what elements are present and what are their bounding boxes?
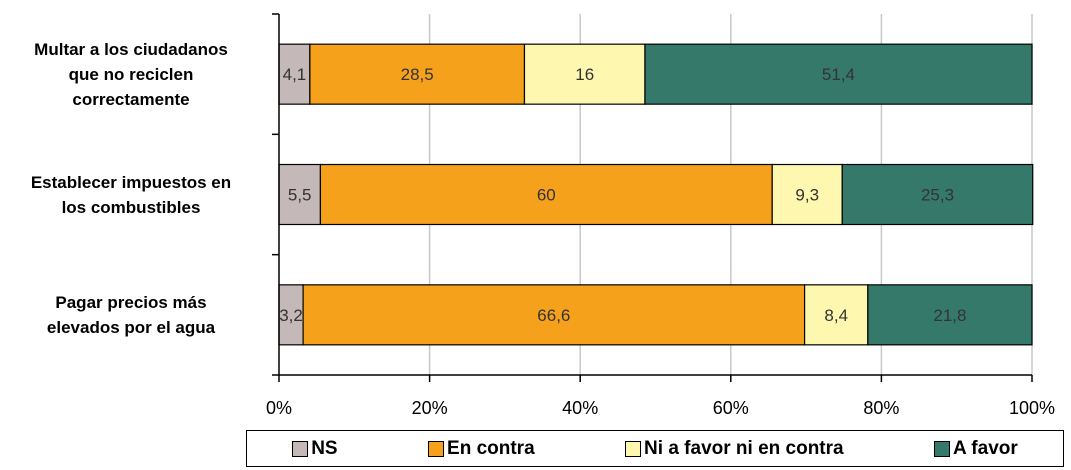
legend-item: A favor: [934, 438, 1018, 460]
x-tick-label: 40%: [562, 398, 598, 418]
bar-segment: [771, 163, 843, 226]
data-label: 28,5: [401, 65, 434, 84]
legend-swatch: [934, 440, 950, 457]
data-label: 21,8: [933, 306, 966, 325]
legend-item: NS: [292, 437, 338, 460]
category-label-line: los combustibles: [61, 197, 201, 217]
data-label: 60: [537, 186, 556, 205]
data-label: 4,1: [283, 65, 307, 84]
category-label-line: que no reciclen: [68, 64, 194, 84]
bar-segment: [803, 284, 869, 346]
data-label: 51,4: [822, 65, 855, 84]
bar-segment: [523, 43, 646, 105]
category-label: Establecer impuestos en los combustibles: [0, 170, 262, 220]
x-tick-label: 100%: [1009, 398, 1055, 418]
legend-item: Ni a favor ni en contra: [625, 438, 844, 460]
legend-label: NS: [311, 437, 338, 459]
data-label: 25,3: [921, 186, 954, 205]
x-tick-label: 60%: [713, 398, 749, 418]
data-label: 3,2: [279, 306, 303, 325]
category-label-line: elevados por el agua: [46, 317, 216, 337]
legend-swatch: [292, 440, 309, 457]
data-label: 16: [575, 65, 594, 84]
legend-label: En contra: [447, 437, 535, 459]
bar-segment: [841, 163, 1034, 226]
bar-segment: [302, 284, 806, 346]
bar-segment: [309, 43, 526, 105]
x-tick-label: 80%: [863, 398, 899, 418]
category-label-line: Pagar precios más: [55, 292, 207, 312]
bars: 4,1 28,5 16 51,4 5,5 60 9,3 25,3 3,2 66,6 8,4 21,8: [278, 43, 1034, 346]
legend-swatch: [625, 440, 642, 457]
legend-label: A favor: [953, 437, 1018, 459]
category-label-line: Establecer impuestos en: [30, 172, 232, 192]
x-tick-label: 0%: [266, 398, 292, 418]
data-label: 8,4: [824, 306, 848, 325]
category-label: Multar a los ciudadanos que no reciclen co…: [0, 37, 262, 112]
legend-label: Ni a favor ni en contra: [644, 437, 844, 459]
legend-item: En contra: [428, 438, 535, 460]
data-label: 66,6: [537, 306, 570, 325]
legend-swatch: [428, 440, 445, 457]
category-label: Pagar precios más elevados por el agua: [0, 290, 262, 340]
legend: NS En contra Ni a favor ni en contra A favo…: [246, 430, 1064, 467]
bar-segment: [644, 43, 1033, 105]
data-label: 5,5: [288, 186, 312, 205]
x-tick-label: 20%: [412, 398, 448, 418]
category-label-line: Multar a los ciudadanos: [34, 39, 228, 59]
x-tick-labels: 0% 20% 40% 60% 80% 100%: [266, 398, 1055, 418]
bar-segment: [867, 284, 1033, 346]
bar-segment: [319, 163, 773, 226]
data-label: 9,3: [795, 186, 819, 205]
category-label-line: correctamente: [72, 89, 190, 109]
axes: [272, 13, 1033, 382]
